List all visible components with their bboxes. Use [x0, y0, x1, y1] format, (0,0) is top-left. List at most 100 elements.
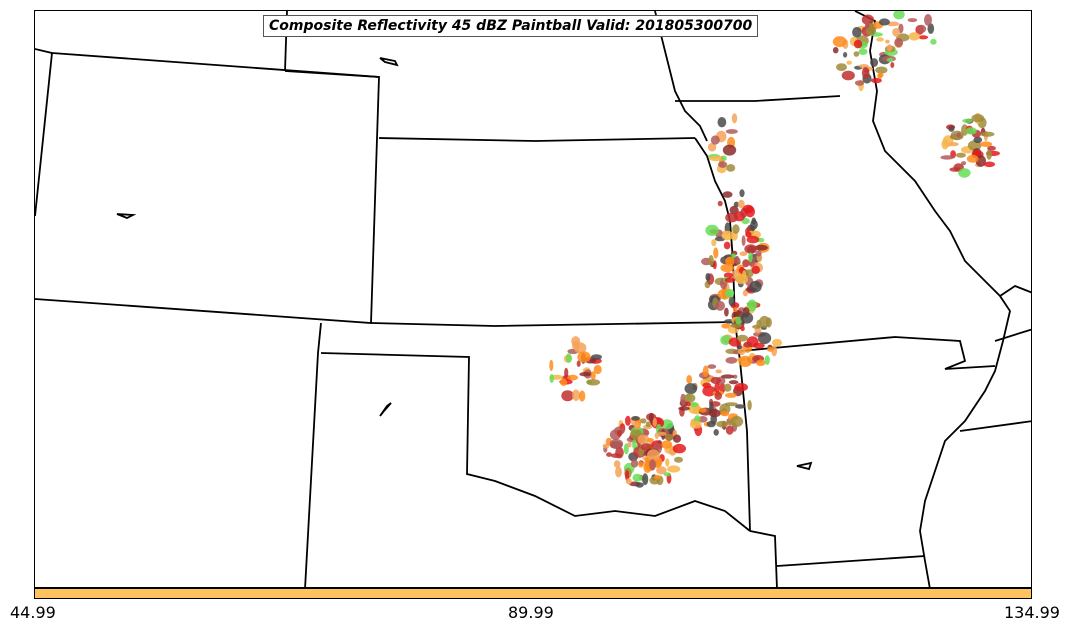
paintball-cell: [586, 379, 601, 386]
paintball-cell: [631, 416, 640, 421]
nebraska-north-border: [284, 70, 380, 78]
paintball-cell: [665, 458, 670, 467]
paintball-cell: [885, 39, 890, 44]
paintball-cell: [721, 374, 735, 379]
paintball-cell: [721, 155, 727, 162]
lake-newmexico: [379, 402, 392, 417]
map-title: Composite Reflectivity 45 dBZ Paintball …: [263, 15, 759, 37]
paintball-cell: [579, 372, 592, 377]
paintball-cell: [606, 452, 613, 457]
paintball-cell: [658, 431, 667, 436]
kentucky-border: [994, 328, 1031, 342]
paintball-cell: [638, 461, 644, 468]
paintball-cell: [718, 161, 728, 168]
paintball-cell: [733, 307, 738, 313]
paintball-cell: [854, 80, 865, 86]
paintball-cell: [725, 425, 734, 435]
paintball-cell: [918, 35, 929, 40]
paintball-cell: [667, 465, 681, 473]
paintball-cell: [715, 369, 722, 374]
paintball-cell: [917, 24, 927, 33]
paintball-cell: [742, 289, 749, 297]
paintball-cell: [719, 383, 726, 394]
paintball-cell: [886, 57, 894, 62]
paintball-cell: [725, 357, 738, 364]
paintball-cell: [878, 18, 890, 26]
paintball-cell: [735, 316, 743, 325]
paintball-cell: [689, 420, 702, 429]
paintball-cell: [877, 72, 884, 78]
paintball-cell: [739, 189, 745, 198]
colorbar-mid-label: 89.99: [508, 603, 554, 622]
paintball-cell: [731, 253, 736, 259]
paintball-cell: [702, 382, 711, 389]
paintball-cell: [744, 244, 758, 254]
paintball-cell: [987, 145, 996, 151]
paintball-cell: [720, 411, 730, 417]
paintball-cell: [870, 77, 882, 84]
paintball-cell: [948, 125, 955, 132]
paintball-cell: [653, 474, 661, 480]
paintball-cell: [708, 155, 723, 162]
paintball-cell: [590, 371, 596, 381]
paintball-cell: [861, 67, 870, 79]
paintball-cell: [966, 154, 979, 163]
paintball-cell: [713, 429, 719, 436]
paintball-cell: [661, 419, 674, 430]
paintball-cell: [740, 312, 754, 324]
state-borders: [35, 11, 1031, 587]
paintball-cell: [740, 325, 745, 332]
paintball-cell: [866, 27, 877, 36]
paintball-cell: [722, 191, 733, 198]
paintball-cell: [713, 247, 719, 259]
paintball-cell: [841, 70, 855, 81]
paintball-cell: [640, 418, 647, 424]
paintball-cell: [907, 18, 918, 23]
paintball-cell: [722, 144, 737, 156]
paintball-cell: [754, 327, 762, 334]
paintball-cell: [711, 239, 717, 247]
paintball-cell: [702, 365, 709, 378]
paintball-cell: [892, 28, 900, 37]
paintball-cell: [755, 250, 762, 257]
kansas-oklahoma-border: [370, 321, 736, 327]
paintball-cell: [616, 430, 623, 437]
paintball-cell: [742, 204, 754, 214]
paintball-cell: [609, 439, 624, 449]
paintball-cell: [948, 142, 959, 147]
paintball-cell: [625, 478, 632, 485]
paintball-cell: [702, 385, 716, 397]
oklahoma-border: [320, 352, 751, 532]
paintball-cell: [632, 473, 642, 482]
paintball-cell: [720, 335, 732, 346]
paintball-cell: [559, 378, 568, 386]
paintball-cell: [749, 280, 762, 293]
paintball-cell: [753, 342, 765, 349]
paintball-cell: [706, 420, 716, 428]
paintball-cell: [732, 374, 738, 379]
paintball-cell: [591, 354, 602, 360]
mississippi-river: [854, 11, 1011, 587]
paintball-cell: [593, 364, 602, 375]
paintball-cell: [685, 401, 691, 407]
paintball-cell: [708, 409, 721, 418]
paintball-cell: [748, 252, 753, 263]
paintball-cell: [739, 251, 748, 256]
paintball-cell: [971, 114, 985, 123]
paintball-cell: [663, 472, 671, 477]
paintball-cell: [730, 323, 743, 328]
paintball-cell: [983, 161, 996, 168]
paintball-cell: [724, 392, 737, 398]
paintball-cell: [930, 38, 937, 45]
paintball-cell: [764, 355, 770, 365]
paintball-cell: [965, 127, 977, 135]
paintball-cell: [640, 443, 653, 451]
paintball-cell: [712, 260, 717, 270]
colorbar-max-label: 134.99: [1004, 603, 1060, 622]
paintball-cell: [673, 434, 681, 443]
newmexico-texas-border: [304, 322, 322, 587]
paintball-cell: [725, 129, 738, 134]
paintball-cell: [737, 199, 745, 209]
paintball-cell: [674, 456, 683, 463]
nebraska-kansas-border: [378, 137, 696, 142]
